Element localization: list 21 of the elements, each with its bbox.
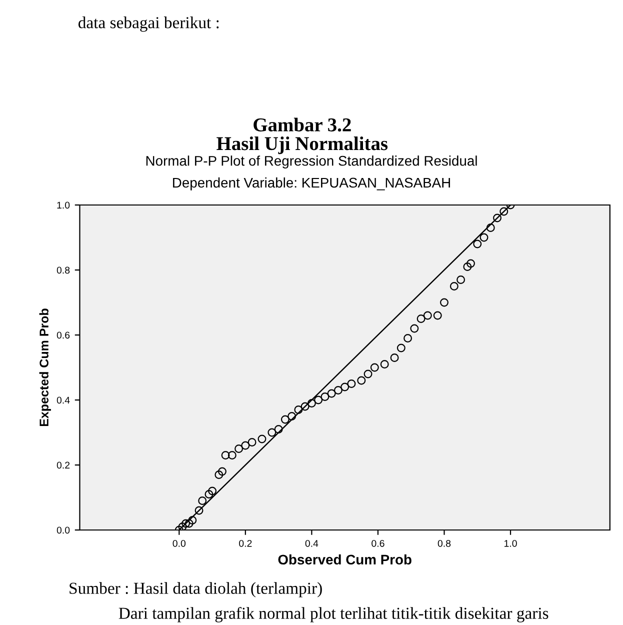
x-tick-label: 0.0 — [172, 540, 186, 547]
text: Hasil Uji Normalitas — [216, 136, 388, 154]
text: Gambar 3.2 — [254, 118, 351, 132]
chart-subtitle: Dependent Variable: KEPUASAN_NASABAH — [173, 177, 450, 190]
x-tick-label: 1.0 — [504, 540, 517, 547]
text: data sebagai berikut : — [78, 16, 219, 32]
chart-title: Normal P-P Plot of Regression Standardized Residual — [146, 156, 477, 169]
x-axis-title: Observed Cum Prob — [278, 554, 412, 565]
y-tick-label: 0.6 — [56, 332, 70, 339]
text: Dari tampilan grafik normal plot terlihat titik-titik disekitar garis — [118, 607, 548, 622]
y-tick-label: 0.2 — [56, 462, 70, 469]
x-tick-label: 0.2 — [239, 540, 252, 547]
y-tick-label: 0.8 — [56, 266, 70, 274]
y-tick-label: 0.0 — [56, 526, 70, 534]
y-axis-title: Expected Cum Prob — [39, 308, 51, 426]
text: Sumber : Hasil data diolah (terlampir) — [70, 582, 322, 598]
x-tick-label: 0.6 — [372, 540, 384, 547]
x-tick-label: 0.8 — [438, 540, 451, 547]
y-tick-label: 1.0 — [57, 202, 70, 209]
y-tick-label: 0.4 — [56, 396, 70, 404]
x-tick-label: 0.4 — [305, 540, 318, 547]
